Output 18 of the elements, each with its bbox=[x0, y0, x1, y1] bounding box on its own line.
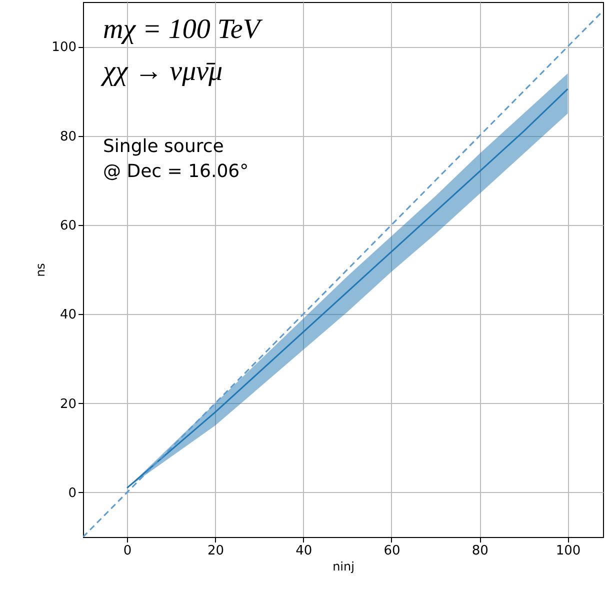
y-tick-label: 100 bbox=[52, 40, 76, 56]
y-tick-label: 20 bbox=[60, 396, 76, 412]
y-tick-label: 0 bbox=[68, 486, 76, 501]
annotation: Single source bbox=[103, 136, 224, 157]
annotation: mχ = 100 TeV bbox=[103, 14, 263, 45]
x-tick-label: 40 bbox=[296, 544, 312, 558]
x-tick-label: 0 bbox=[123, 544, 132, 558]
y-tick-label: 80 bbox=[60, 129, 76, 144]
y-tick-label: 60 bbox=[60, 218, 76, 234]
x-tick-label: 20 bbox=[207, 544, 224, 558]
annotation: χχ → νμν̄μ bbox=[100, 56, 223, 87]
x-tick-label: 100 bbox=[556, 544, 581, 558]
x-axis-title: ninj bbox=[332, 560, 354, 574]
y-tick-label: 40 bbox=[60, 308, 76, 323]
x-tick-label: 80 bbox=[472, 544, 488, 558]
x-tick-label: 60 bbox=[384, 544, 400, 558]
y-axis-title: ns bbox=[34, 263, 48, 277]
annotation: @ Dec = 16.06° bbox=[103, 161, 249, 182]
